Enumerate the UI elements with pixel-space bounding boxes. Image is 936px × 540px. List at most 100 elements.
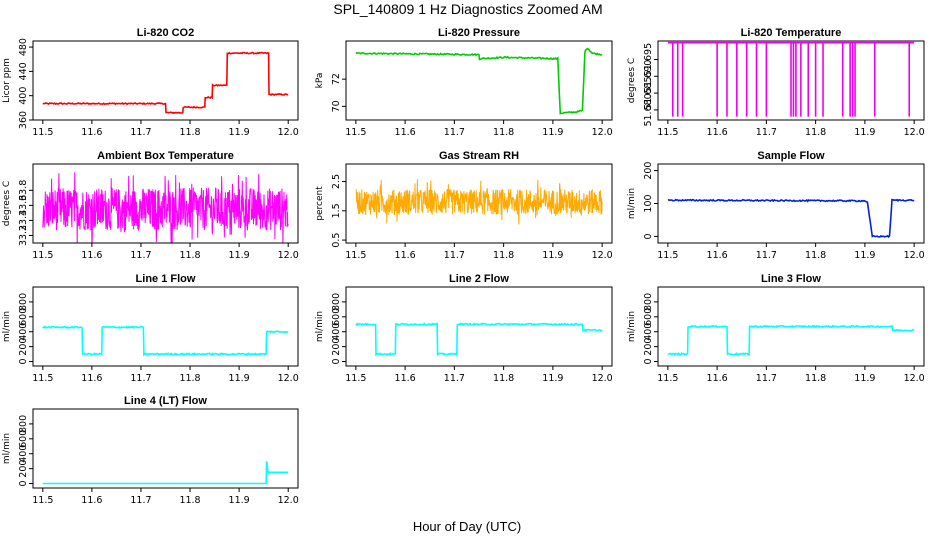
plot-area [667, 198, 915, 239]
y-tick-label: 72 [331, 73, 342, 85]
x-tick-label: 11.5 [657, 373, 678, 384]
panel-title: Gas Stream RH [439, 150, 519, 162]
y-tick-label: 800 [643, 293, 654, 311]
x-tick-label: 11.7 [756, 373, 777, 384]
x-tick-label: 11.5 [657, 250, 678, 261]
x-tick-label: 11.6 [81, 250, 102, 261]
x-tick-label: 11.5 [32, 127, 53, 138]
plot-area [42, 51, 289, 115]
y-tick-label: 400 [331, 323, 342, 341]
x-tick-label: 11.7 [130, 250, 151, 261]
x-tick-label: 12.0 [904, 127, 925, 138]
x-tick-label: 11.6 [707, 127, 728, 138]
x-tick-label: 11.5 [32, 495, 53, 506]
x-tick-label: 11.7 [444, 250, 465, 261]
y-tick-label: 51.690 [643, 60, 654, 93]
y-tick-label: 440 [18, 62, 29, 80]
series-line [667, 324, 915, 356]
x-tick-label: 11.7 [756, 250, 777, 261]
x-tick-label: 11.7 [444, 127, 465, 138]
x-tick-label: 11.7 [756, 127, 777, 138]
y-tick-label: 100 [643, 194, 654, 212]
x-tick-label: 11.9 [854, 250, 875, 261]
x-tick-label: 11.9 [542, 250, 563, 261]
x-tick-label: 11.7 [130, 127, 151, 138]
x-tick-label: 11.8 [179, 373, 200, 384]
x-tick-label: 11.6 [81, 127, 102, 138]
series-line [355, 322, 603, 357]
x-tick-label: 11.6 [707, 250, 728, 261]
x-tick-label: 11.9 [542, 373, 563, 384]
x-tick-label: 12.0 [278, 127, 299, 138]
panel-title: Sample Flow [757, 150, 825, 162]
plot-frame [657, 286, 925, 367]
x-axis-label: Hour of Day (UTC) [413, 519, 521, 534]
x-tick-label: 11.6 [81, 373, 102, 384]
series-line [42, 461, 289, 485]
y-tick-label: 0 [18, 359, 29, 365]
plot-area [667, 324, 915, 356]
panel-title: Line 3 Flow [761, 273, 821, 285]
y-tick-label: 1.5 [331, 203, 342, 218]
y-axis-label: ml/min [2, 433, 12, 464]
x-tick-label: 11.5 [345, 250, 366, 261]
y-tick-label: 33.8 [18, 180, 29, 201]
plot-area [42, 172, 289, 243]
plot-frame [657, 40, 925, 121]
plot-area [42, 325, 289, 357]
plot-area [355, 322, 603, 357]
x-tick-label: 11.8 [179, 495, 200, 506]
x-tick-label: 11.6 [707, 373, 728, 384]
x-tick-label: 11.5 [32, 250, 53, 261]
panel-title: Line 4 (LT) Flow [124, 395, 207, 407]
panel-title: Li-820 Pressure [438, 27, 520, 39]
y-tick-label: 200 [643, 162, 654, 180]
x-tick-label: 11.8 [179, 250, 200, 261]
x-tick-label: 11.5 [657, 127, 678, 138]
y-tick-label: 0 [643, 233, 654, 239]
plot-frame [32, 286, 299, 367]
panel-6: Sample Flow 11.5 11.6 11.7 11.8 11.9 12.0 0 100 2… [627, 150, 925, 261]
y-tick-label: 200 [331, 338, 342, 356]
x-tick-label: 12.0 [904, 250, 925, 261]
y-tick-label: 33.2 [18, 225, 29, 246]
y-tick-label: 800 [18, 415, 29, 433]
y-tick-label: 0 [18, 481, 29, 487]
plot-frame [32, 163, 299, 244]
series-line [355, 47, 603, 115]
panel-2: Li-820 Pressure 11.5 11.6 11.7 11.8 11.9 12.0 7… [315, 27, 613, 138]
series-line [42, 325, 289, 357]
x-tick-label: 11.9 [229, 373, 250, 384]
y-tick-label: 33.6 [18, 195, 29, 216]
x-tick-label: 11.8 [805, 127, 826, 138]
y-tick-label: 51.695 [643, 43, 654, 76]
y-tick-label: 400 [18, 445, 29, 463]
series-line [667, 198, 915, 239]
y-axis-label: degrees C [627, 58, 637, 103]
plot-frame [657, 163, 925, 244]
plot-frame [345, 163, 613, 244]
y-axis-label: degrees C [2, 181, 12, 226]
y-axis-label: ml/min [627, 311, 637, 342]
series-line [42, 51, 289, 115]
x-tick-label: 12.0 [592, 250, 613, 261]
y-axis-label: ml/min [315, 311, 325, 342]
x-tick-label: 11.6 [395, 250, 416, 261]
x-tick-label: 11.6 [395, 373, 416, 384]
y-tick-label: 600 [331, 308, 342, 326]
y-tick-label: 400 [18, 87, 29, 105]
plot-frame [345, 286, 613, 367]
y-tick-label: 200 [18, 460, 29, 478]
plot-area [667, 41, 915, 117]
x-tick-label: 11.8 [805, 250, 826, 261]
x-tick-label: 11.9 [229, 127, 250, 138]
x-tick-label: 11.5 [32, 373, 53, 384]
x-tick-label: 12.0 [278, 373, 299, 384]
x-tick-label: 12.0 [904, 373, 925, 384]
y-axis-label: kPa [315, 73, 325, 89]
panel-7: Line 1 Flow 11.5 11.6 11.7 11.8 11.9 12.0 0 2004… [2, 273, 299, 384]
y-tick-label: 200 [18, 338, 29, 356]
x-tick-label: 11.7 [130, 373, 151, 384]
x-tick-label: 11.7 [444, 373, 465, 384]
